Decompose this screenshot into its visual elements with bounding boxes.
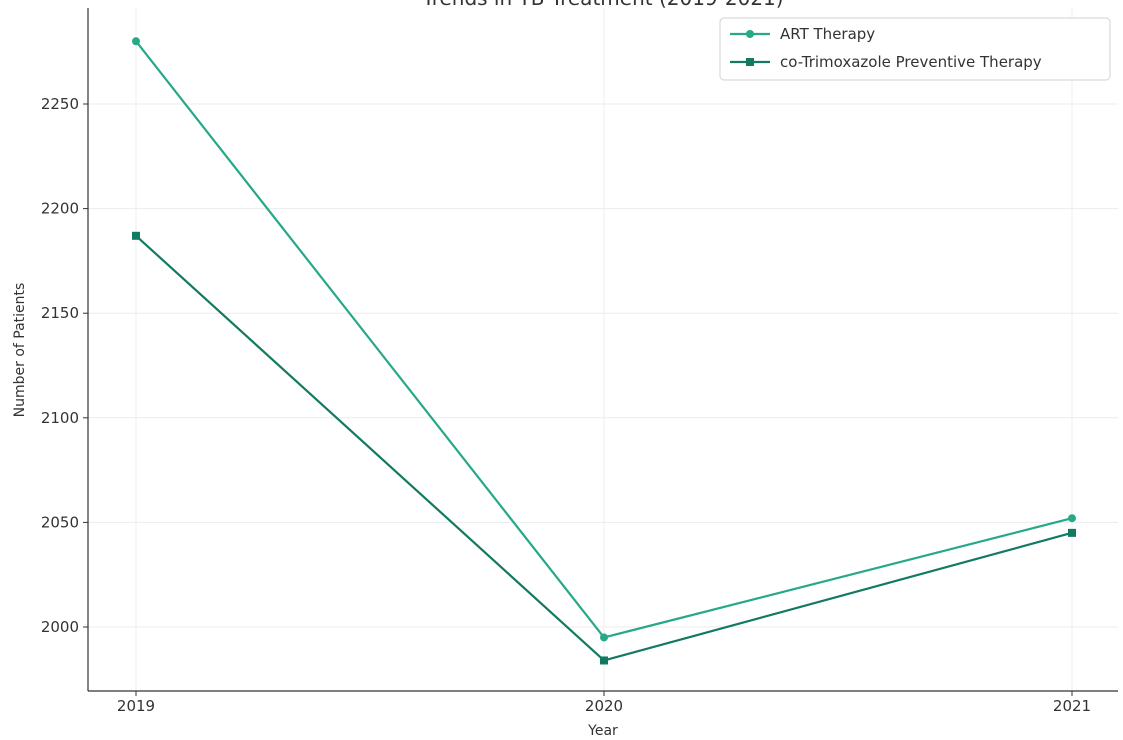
legend-label: ART Therapy (780, 25, 875, 43)
y-tick-label: 2200 (41, 200, 79, 218)
legend-marker (746, 58, 754, 66)
y-tick-label: 2250 (41, 95, 79, 113)
x-axis-title: Year (587, 723, 618, 739)
data-point (600, 656, 608, 665)
y-tick-label: 2000 (41, 618, 79, 636)
y-tick-label: 2150 (41, 304, 79, 322)
data-point (600, 633, 608, 642)
legend-box (719, 17, 1111, 81)
legend: ART Therapy co-Trimoxazole Preventive The… (719, 17, 1111, 81)
series (132, 37, 1076, 665)
data-point (132, 231, 140, 240)
legend-marker (746, 30, 754, 38)
legend-item: co-Trimoxazole Preventive Therapy (730, 53, 1042, 71)
x-ticks: 2019 2020 2021 (117, 691, 1091, 715)
x-tick-label: 2021 (1053, 697, 1091, 715)
grid (88, 8, 1118, 691)
legend-label: co-Trimoxazole Preventive Therapy (780, 53, 1042, 71)
y-ticks: 2000 2050 2100 2150 2200 2250 (41, 95, 88, 636)
chart-title: Trends in TB Treatment (2019-2021) (421, 0, 783, 10)
series-1 (132, 37, 1076, 642)
x-tick-label: 2020 (585, 697, 623, 715)
axes (87, 8, 1118, 692)
data-point (1068, 514, 1076, 523)
data-point (132, 37, 140, 46)
legend-items: ART Therapy co-Trimoxazole Preventive The… (730, 25, 1042, 71)
y-tick-label: 2050 (41, 513, 79, 531)
data-point (1068, 528, 1076, 537)
y-tick-label: 2100 (41, 409, 79, 427)
legend-item: ART Therapy (730, 25, 875, 43)
series-2 (132, 231, 1076, 665)
y-axis-title: Number of Patients (12, 283, 28, 418)
x-tick-label: 2019 (117, 697, 155, 715)
